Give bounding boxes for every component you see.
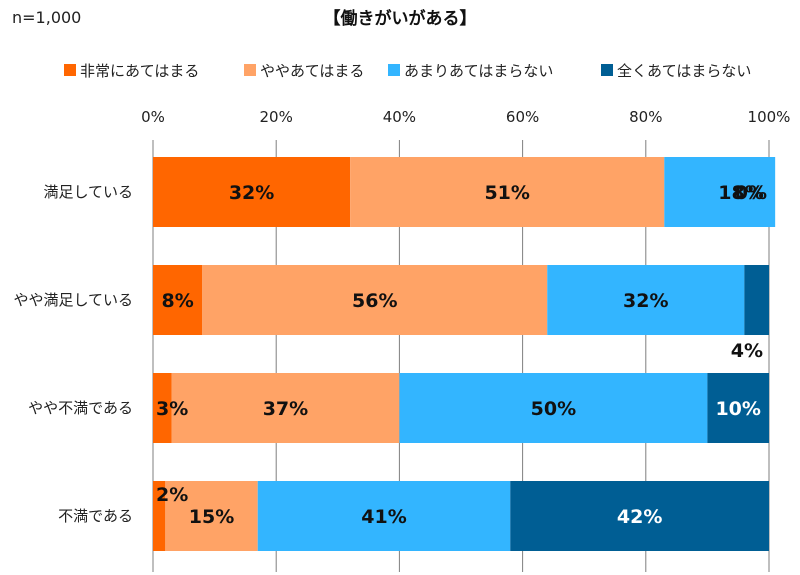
- data-label: 37%: [263, 398, 308, 420]
- bar-segment: [547, 265, 745, 335]
- chart-title: 【働きがいがある】: [323, 9, 477, 29]
- data-label: 56%: [352, 290, 397, 312]
- bar-segment: [202, 265, 548, 335]
- data-label: 32%: [229, 182, 274, 204]
- data-label: 4%: [731, 340, 763, 362]
- legend-item-somewhat-applicable: ややあてはまる: [244, 60, 364, 80]
- bar-segment: [664, 157, 776, 227]
- category-label: 不満である: [58, 507, 133, 525]
- bar-segment: [257, 481, 511, 551]
- x-tick-label: 100%: [748, 108, 791, 126]
- bar-segment: [153, 481, 166, 551]
- legend-swatch-somewhat-applicable: [244, 64, 256, 76]
- legend-item-not-at-all-applicable: 全くあてはまらない: [601, 60, 751, 80]
- legend-label-somewhat-applicable: ややあてはまる: [260, 61, 365, 80]
- data-label: 15%: [189, 506, 234, 528]
- legend-swatch-not-very-applicable: [388, 64, 400, 76]
- data-label: 10%: [715, 398, 760, 420]
- data-label: 42%: [617, 506, 662, 528]
- bar-segment: [153, 373, 172, 443]
- legend-label-not-at-all-applicable: 全くあてはまらない: [617, 61, 752, 80]
- data-label: 50%: [531, 398, 576, 420]
- data-label: 32%: [623, 290, 668, 312]
- data-label: 3%: [156, 398, 188, 420]
- bar-segment: [510, 481, 769, 551]
- bar-segment: [153, 265, 203, 335]
- data-label: 0%: [735, 182, 767, 204]
- legend-item-not-very-applicable: あまりあてはまらない: [388, 60, 553, 80]
- data-label: 41%: [361, 506, 406, 528]
- data-label: 51%: [484, 182, 529, 204]
- bar-segment: [399, 373, 708, 443]
- sample-size: n=1,000: [12, 8, 82, 27]
- category-label: やや満足している: [13, 291, 133, 309]
- legend-label-not-very-applicable: あまりあてはまらない: [404, 61, 554, 80]
- x-tick-label: 0%: [141, 108, 165, 126]
- data-label: 8%: [162, 290, 194, 312]
- x-tick-label: 80%: [629, 108, 662, 126]
- category-label: 満足している: [43, 183, 133, 201]
- bar-segment: [165, 481, 258, 551]
- bar-segment: [171, 373, 400, 443]
- bar-segment: [707, 373, 769, 443]
- legend-item-very-applicable: 非常にあてはまる: [64, 60, 199, 80]
- data-label: 18%: [718, 182, 763, 204]
- x-tick-label: 60%: [506, 108, 539, 126]
- category-label: やや不満である: [28, 399, 133, 417]
- x-tick-label: 20%: [260, 108, 293, 126]
- legend-swatch-very-applicable: [64, 64, 76, 76]
- bar-segment: [744, 265, 769, 335]
- bar-segment: [153, 157, 351, 227]
- x-tick-label: 40%: [383, 108, 416, 126]
- bar-segment: [350, 157, 665, 227]
- data-label: 2%: [156, 484, 188, 506]
- legend-label-very-applicable: 非常にあてはまる: [80, 61, 200, 80]
- legend-swatch-not-at-all-applicable: [601, 64, 613, 76]
